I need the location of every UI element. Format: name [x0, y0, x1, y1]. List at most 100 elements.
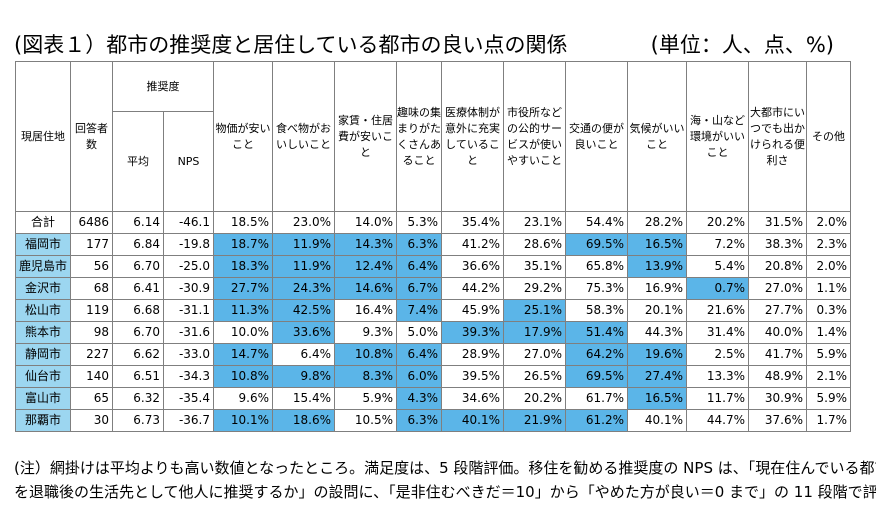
table-cell: 6486: [70, 211, 113, 234]
footnote-line-1: (注）網掛けは平均よりも高い数値となったところ。満足度は、5 段階評価。移住を勧…: [14, 459, 876, 477]
table-cell: 16.9%: [627, 277, 687, 300]
table-cell: 35.1%: [503, 255, 566, 278]
header-col-1: 物価が安いこと: [213, 61, 273, 212]
table-cell: 27.4%: [627, 365, 687, 388]
unit-label: (単位：人、点、%): [650, 33, 834, 57]
table-cell: 26.5%: [503, 365, 566, 388]
table-cell: 18.3%: [213, 255, 273, 278]
table-cell: 9.3%: [334, 321, 397, 344]
footnote-line-2: を退職後の生活先として他人に推奨するか」の設問に、「是非住むべきだ＝10」から「…: [14, 483, 876, 501]
table-cell: -33.0: [163, 343, 214, 366]
table-cell: 54.4%: [565, 211, 628, 234]
header-respondents: 回答者数: [70, 61, 113, 212]
table-cell: -31.6: [163, 321, 214, 344]
table-cell: 6.68: [112, 299, 164, 322]
table-cell: 119: [70, 299, 113, 322]
table-row: 松山市 119 6.68 -31.1 11.3% 42.5% 16.4% 7.4% 45.9% 2…: [15, 299, 851, 322]
table-cell: 5.9%: [806, 343, 851, 366]
table-cell: 40.1%: [441, 409, 504, 432]
table-row: 仙台市 140 6.51 -34.3 10.8% 9.8% 8.3% 6.0% 39.5% 26.…: [15, 365, 851, 388]
table-cell: 6.73: [112, 409, 164, 432]
table-cell: -46.1: [163, 211, 214, 234]
table-cell: 39.3%: [441, 321, 504, 344]
table-cell: 6.51: [112, 365, 164, 388]
cell-city: 鹿児島市: [15, 255, 71, 278]
table-cell: 69.5%: [565, 233, 628, 256]
table-row: 鹿児島市 56 6.70 -25.0 18.3% 11.9% 12.4% 6.4% 36.6% 3…: [15, 255, 851, 278]
table-cell: 6.62: [112, 343, 164, 366]
table-cell: 5.9%: [334, 387, 397, 410]
table-cell: 51.4%: [565, 321, 628, 344]
cell-city: 福岡市: [15, 233, 71, 256]
table-cell: 20.2%: [503, 387, 566, 410]
table-cell: 6.3%: [396, 409, 442, 432]
table-cell: 0.7%: [686, 277, 749, 300]
table-cell: 6.14: [112, 211, 164, 234]
table-cell: 58.3%: [565, 299, 628, 322]
table-cell: 6.4%: [272, 343, 335, 366]
table-cell: 18.5%: [213, 211, 273, 234]
table-cell: -19.8: [163, 233, 214, 256]
table-cell: 7.2%: [686, 233, 749, 256]
table-cell: 9.8%: [272, 365, 335, 388]
table-cell: 36.6%: [441, 255, 504, 278]
table-cell: 11.9%: [272, 255, 335, 278]
table-cell: -25.0: [163, 255, 214, 278]
cell-city: 静岡市: [15, 343, 71, 366]
table-cell: 18.6%: [272, 409, 335, 432]
table-row: 福岡市 177 6.84 -19.8 18.7% 11.9% 14.3% 6.3% 41.2% 2…: [15, 233, 851, 256]
table-cell: 27.0%: [748, 277, 807, 300]
table-cell: -35.4: [163, 387, 214, 410]
table-cell: 68: [70, 277, 113, 300]
table-row: 金沢市 68 6.41 -30.9 27.7% 24.3% 14.6% 6.7% 44.2% 29…: [15, 277, 851, 300]
cell-city: 松山市: [15, 299, 71, 322]
table-cell: 28.6%: [503, 233, 566, 256]
table-row: 富山市 65 6.32 -35.4 9.6% 15.4% 5.9% 4.3% 34.6% 20.2…: [15, 387, 851, 410]
table-cell: 1.4%: [806, 321, 851, 344]
table-cell: 25.1%: [503, 299, 566, 322]
table-cell: 16.5%: [627, 233, 687, 256]
table-cell: 4.3%: [396, 387, 442, 410]
table-cell: 6.4%: [396, 255, 442, 278]
table-cell: 15.4%: [272, 387, 335, 410]
table-cell: 38.3%: [748, 233, 807, 256]
table-cell: 16.4%: [334, 299, 397, 322]
table-cell: 5.3%: [396, 211, 442, 234]
table-cell: -31.1: [163, 299, 214, 322]
table-cell: 6.0%: [396, 365, 442, 388]
table-cell: 0.3%: [806, 299, 851, 322]
table-cell: 6.41: [112, 277, 164, 300]
table-cell: 33.6%: [272, 321, 335, 344]
table-cell: 5.9%: [806, 387, 851, 410]
header-col-11: その他: [806, 61, 851, 212]
table-cell: 44.2%: [441, 277, 504, 300]
table-cell: 61.2%: [565, 409, 628, 432]
table-cell: 10.1%: [213, 409, 273, 432]
table-cell: 14.3%: [334, 233, 397, 256]
table-cell: 2.1%: [806, 365, 851, 388]
table-row-total: 合計 6486 6.14 -46.1 18.5% 23.0% 14.0% 5.3% 35.4% 2…: [15, 211, 851, 234]
cell-city: 金沢市: [15, 277, 71, 300]
table-cell: 65.8%: [565, 255, 628, 278]
table-cell: 75.3%: [565, 277, 628, 300]
table-cell: 28.9%: [441, 343, 504, 366]
table-cell: 6.7%: [396, 277, 442, 300]
table-cell: 29.2%: [503, 277, 566, 300]
table-cell: 41.2%: [441, 233, 504, 256]
table-cell: 5.4%: [686, 255, 749, 278]
table-cell: 31.4%: [686, 321, 749, 344]
table-cell: 13.3%: [686, 365, 749, 388]
table-cell: 61.7%: [565, 387, 628, 410]
table-cell: 30: [70, 409, 113, 432]
table-cell: 39.5%: [441, 365, 504, 388]
table-cell: 19.6%: [627, 343, 687, 366]
table-cell: 23.1%: [503, 211, 566, 234]
table-title: (図表１）都市の推奨度と居住している都市の良い点の関係 (単位：人、点、%): [14, 30, 874, 60]
table-cell: 18.7%: [213, 233, 273, 256]
table-cell: 98: [70, 321, 113, 344]
cell-city: 仙台市: [15, 365, 71, 388]
table-cell: 12.4%: [334, 255, 397, 278]
table-cell: 6.84: [112, 233, 164, 256]
table-cell: 28.2%: [627, 211, 687, 234]
header-col-9: 海・山など環境がいいこと: [686, 61, 749, 212]
